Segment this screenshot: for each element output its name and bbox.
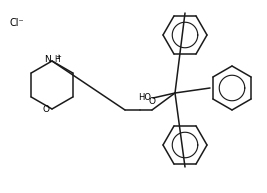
Text: +: +: [56, 54, 61, 60]
Text: Cl⁻: Cl⁻: [10, 18, 25, 28]
Text: H: H: [54, 56, 60, 64]
Text: N: N: [44, 56, 51, 64]
Text: O: O: [148, 97, 155, 106]
Text: HO: HO: [138, 93, 151, 102]
Text: O: O: [43, 104, 50, 113]
